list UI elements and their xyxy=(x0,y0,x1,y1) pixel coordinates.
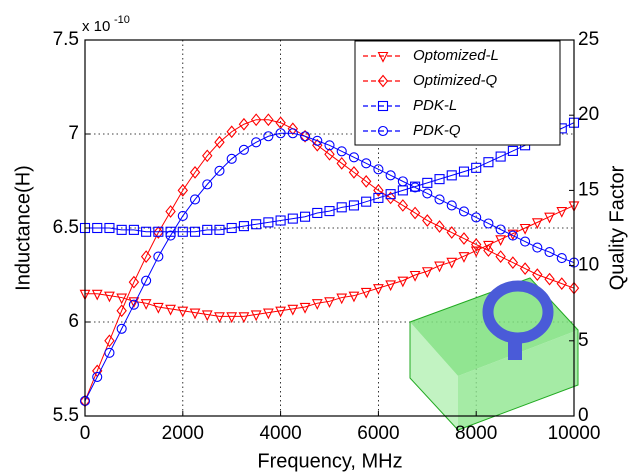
y-tick-label: 5.5 xyxy=(53,405,79,426)
y-tick-label: 7 xyxy=(68,123,79,144)
x-tick-label: 6000 xyxy=(357,423,399,444)
x-tick-label: 0 xyxy=(80,423,91,444)
y-axis-label: Inductance(H) xyxy=(12,165,34,291)
legend-label: Optimized-Q xyxy=(413,72,498,89)
legend-label: PDK-Q xyxy=(413,122,461,139)
y2-tick-label: 15 xyxy=(578,179,599,200)
y2-tick-label: 10 xyxy=(578,255,599,276)
chart: Optomized-L Optimized-Q PDK-L PDK-Q Frequen… xyxy=(0,0,638,473)
x-tick-label: 8000 xyxy=(455,423,497,444)
y-tick-label: 7.5 xyxy=(53,29,79,50)
y2-tick-label: 0 xyxy=(578,405,589,426)
y2-tick-label: 25 xyxy=(578,29,599,50)
y-multiplier: x 10 xyxy=(82,18,110,35)
legend: Optomized-L Optimized-Q PDK-L PDK-Q xyxy=(355,41,560,145)
y-tick-label: 6 xyxy=(68,311,79,332)
x-tick-label: 4000 xyxy=(259,423,301,444)
x-tick-label: 10000 xyxy=(548,423,601,444)
y2-axis-label: Quality Factor xyxy=(606,165,628,290)
x-axis-label: Frequency, MHz xyxy=(257,450,402,472)
legend-label: Optomized-L xyxy=(413,47,499,64)
y2-tick-label: 5 xyxy=(578,330,589,351)
x-tick-label: 2000 xyxy=(162,423,204,444)
y2-tick-label: 20 xyxy=(578,104,599,125)
y-multiplier-exponent: -10 xyxy=(114,14,130,26)
legend-label: PDK-L xyxy=(413,97,457,114)
y-tick-label: 6.5 xyxy=(53,217,79,238)
